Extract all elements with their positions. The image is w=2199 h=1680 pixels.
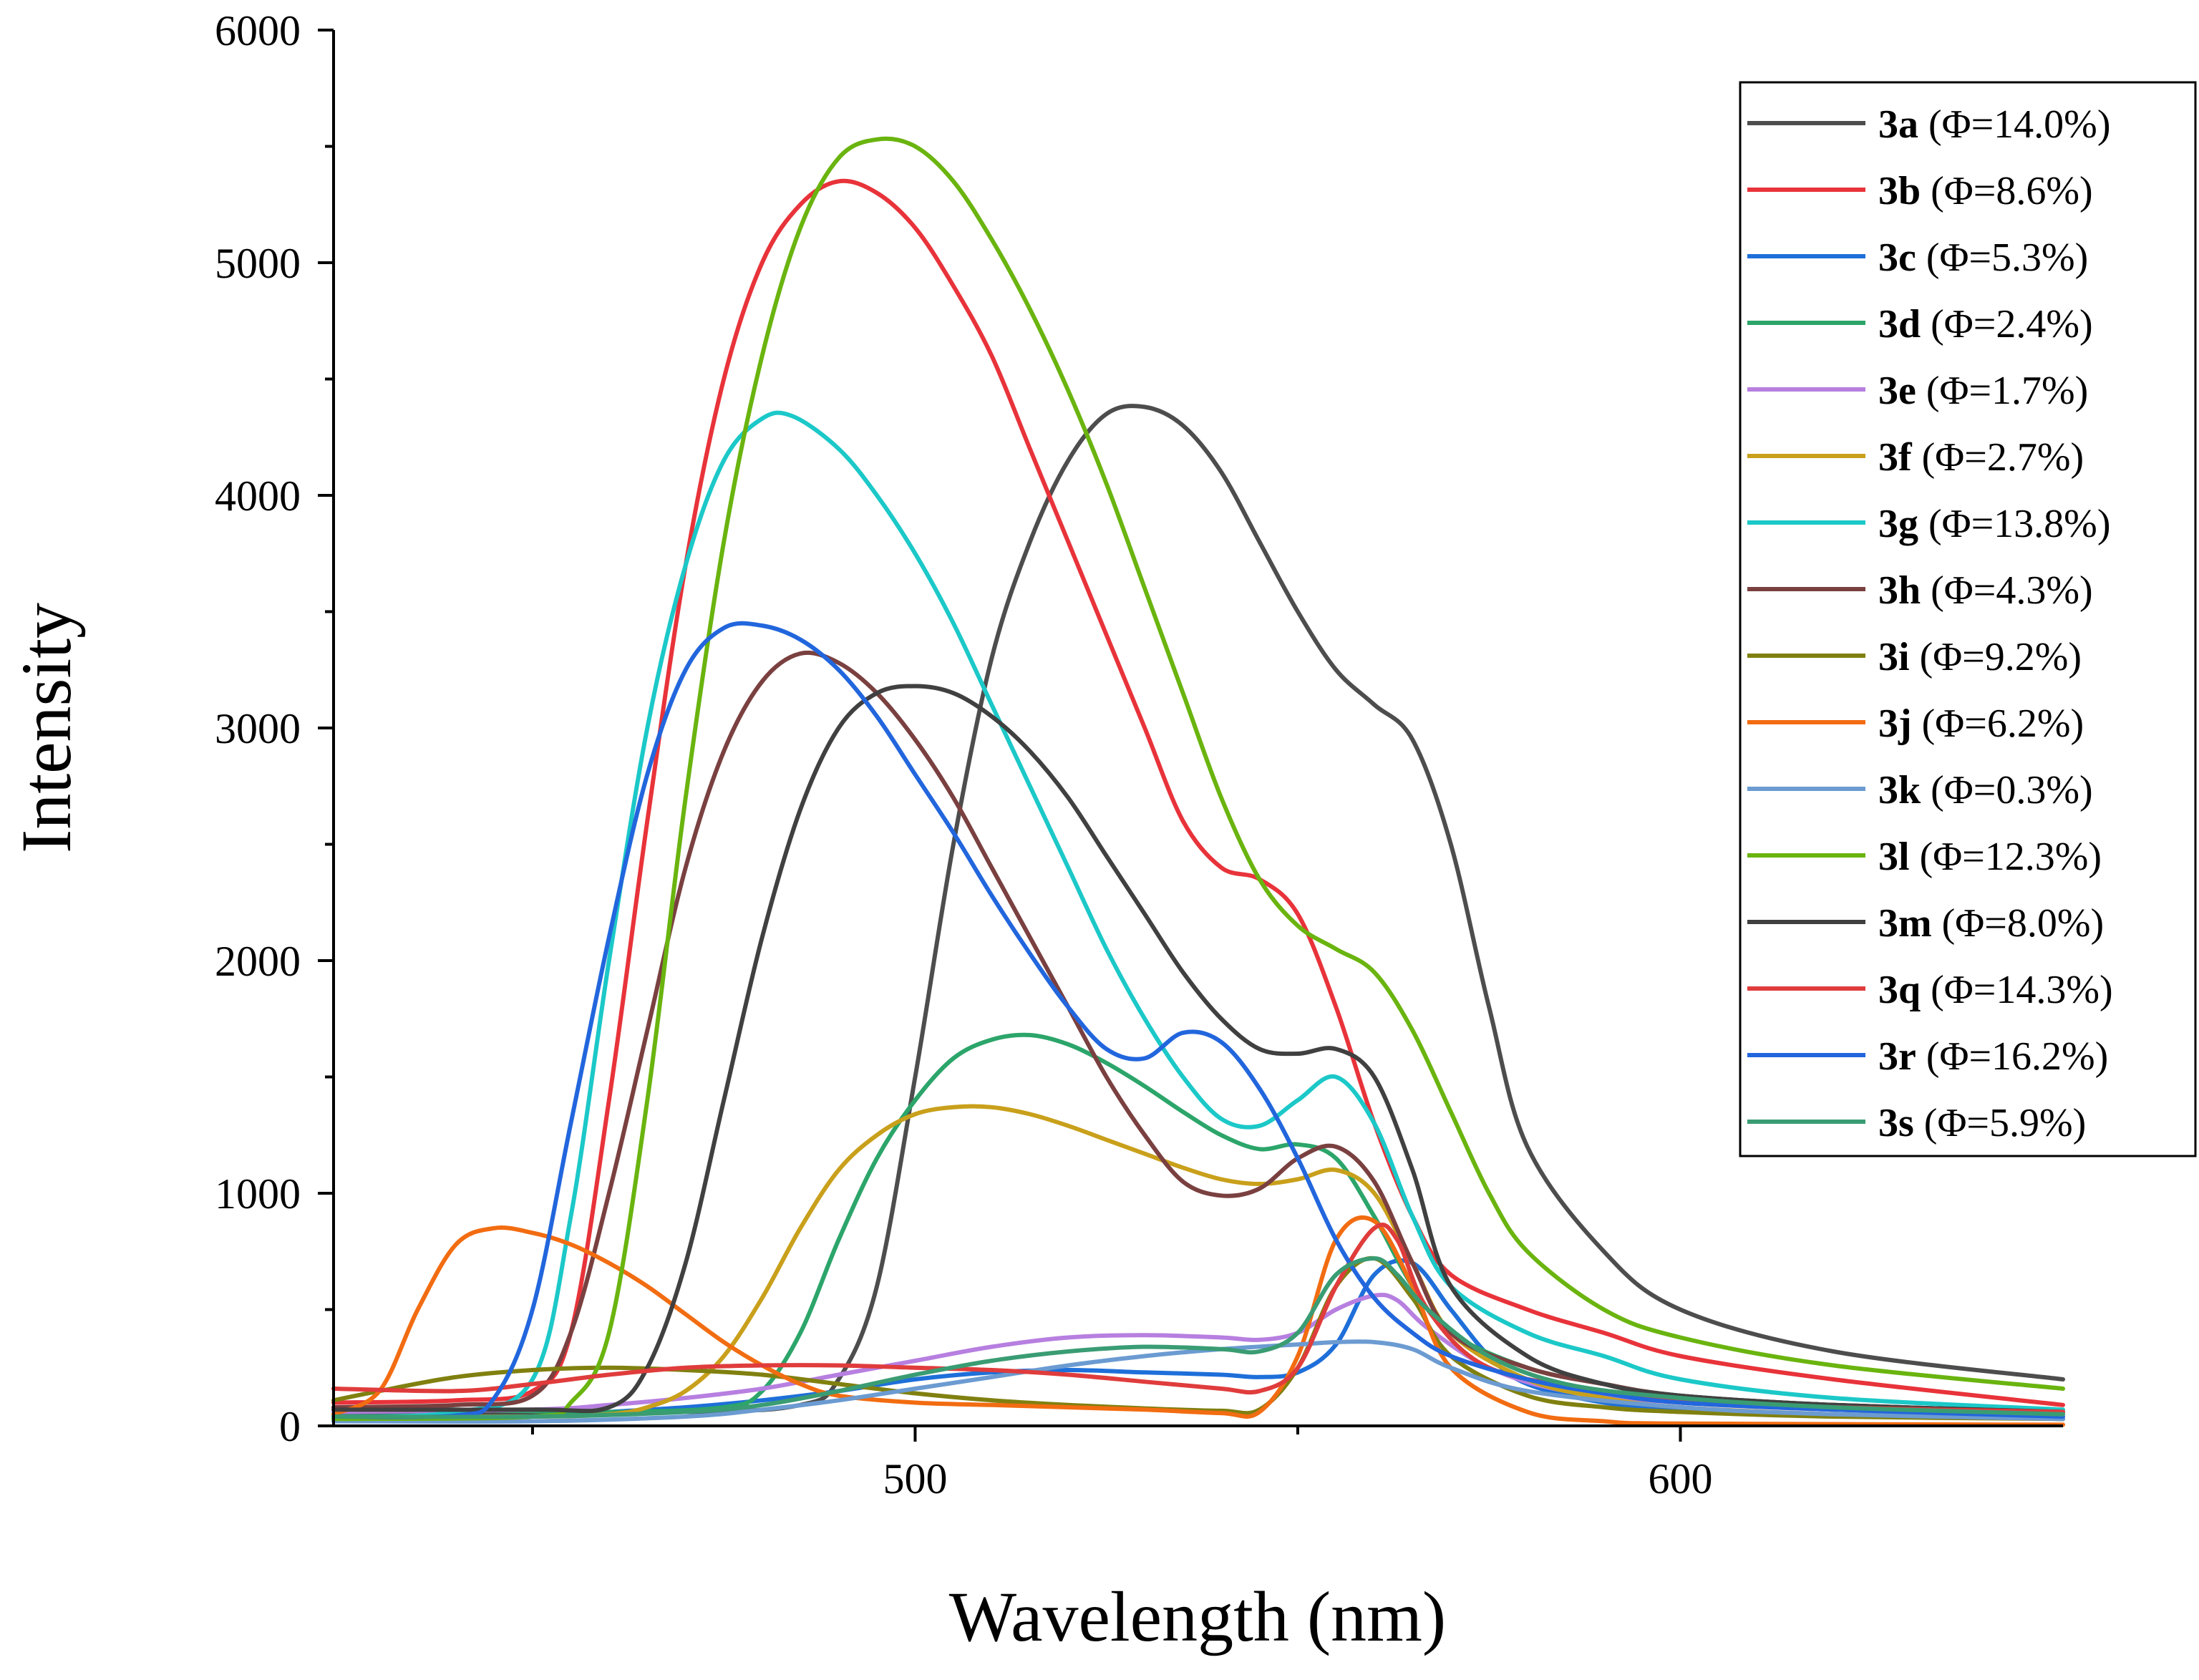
series-line-3b (331, 178, 2065, 1407)
y-axis-title: Intensity (6, 603, 86, 853)
y-tick-label: 0 (279, 1403, 301, 1450)
legend-entry-3g: 3g (Φ=13.8%) (1878, 502, 2110, 546)
series-line-3j (331, 1215, 2065, 1427)
legend-entry-3h: 3h (Φ=4.3%) (1878, 568, 2093, 613)
y-tick-label: 1000 (215, 1170, 301, 1218)
legend-box (1739, 81, 2197, 1157)
series-line-3s (331, 1256, 2065, 1419)
series-line-3k (331, 1339, 2065, 1424)
x-tick-label: 600 (1648, 1455, 1712, 1502)
y-tick-label: 3000 (215, 705, 301, 752)
y-tick-label: 6000 (215, 7, 301, 54)
legend-entry-3j: 3j (Φ=6.2%) (1878, 701, 2084, 746)
series-line-3a (331, 404, 2065, 1417)
ticks: 0 1000 2000 3000 4000 5000 6000 500 600 (215, 7, 1712, 1502)
x-tick-label: 500 (883, 1455, 947, 1502)
legend-entry-3b: 3b (Φ=8.6%) (1878, 169, 2093, 213)
series-line-3m (331, 684, 2065, 1414)
x-axis-title: Wavelength (nm) (949, 1577, 1446, 1656)
legend: 3a (Φ=14.0%) 3b (Φ=8.6%) 3c (Φ=5.3%) 3d (Φ=… (1739, 81, 2197, 1157)
series-line-3f (331, 1104, 2065, 1422)
legend-entry-3f: 3f (Φ=2.7%) (1878, 435, 2084, 480)
legend-entry-3c: 3c (Φ=5.3%) (1878, 236, 2088, 280)
y-tick-label: 5000 (215, 240, 301, 287)
legend-entry-3i: 3i (Φ=9.2%) (1878, 635, 2082, 679)
series-line-3r (331, 621, 2065, 1419)
legend-entry-3s: 3s (Φ=5.9%) (1878, 1101, 2086, 1145)
legend-entry-3l: 3l (Φ=12.3%) (1878, 835, 2102, 879)
legend-entry-3m: 3m (Φ=8.0%) (1878, 901, 2104, 946)
legend-entry-3q: 3q (Φ=14.3%) (1878, 968, 2113, 1012)
series-line-3l (331, 136, 2065, 1422)
legend-entry-3e: 3e (Φ=1.7%) (1878, 369, 2088, 413)
y-tick-label: 2000 (215, 938, 301, 985)
legend-entry-3r: 3r (Φ=16.2%) (1878, 1034, 2108, 1079)
series-line-3c (331, 1258, 2065, 1422)
series-line-3g (331, 410, 2065, 1419)
legend-entry-3k: 3k (Φ=0.3%) (1878, 768, 2093, 812)
y-tick-label: 4000 (215, 472, 301, 520)
legend-entry-3d: 3d (Φ=2.4%) (1878, 302, 2093, 346)
plot-series (331, 136, 2065, 1427)
legend-entry-3a: 3a (Φ=14.0%) (1878, 102, 2110, 147)
